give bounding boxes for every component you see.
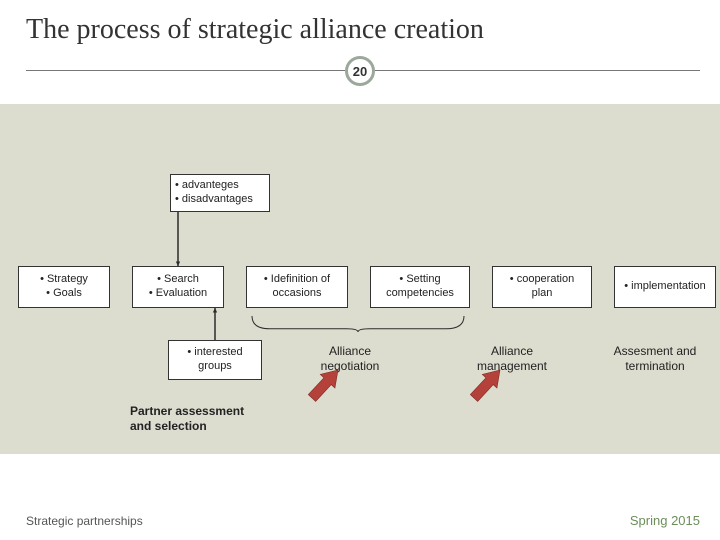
box-search-eval: • Search • Evaluation [132,266,224,308]
box-line: • Search [157,273,199,287]
box-cooperation-plan: • cooperation plan [492,266,592,308]
box-definition-occasions: • Idefinition of occasions [246,266,348,308]
box-line: groups [198,360,232,374]
plain-line: Assesment and [614,344,697,358]
box-interested-groups: • interested groups [168,340,262,380]
label-assessment-termination: Assesment and termination [600,344,710,374]
box-line: • cooperation [510,273,574,287]
page-number-badge: 20 [345,56,375,86]
box-line: • advanteges [175,179,265,193]
label-partner-assessment: Partner assessment and selection [130,404,280,434]
label-alliance-negotiation: Alliance negotiation [300,344,400,374]
box-strategy-goals: • Strategy • Goals [18,266,110,308]
box-line: plan [532,287,553,301]
box-implementation: • implementation [614,266,716,308]
footer-left: Strategic partnerships [26,514,143,528]
box-line: • Idefinition of [264,273,330,287]
title-rule-wrap: 20 [0,52,720,92]
plain-line: negotiation [321,359,380,373]
box-line: • Setting [399,273,440,287]
label-alliance-management: Alliance management [462,344,562,374]
box-line: • implementation [624,280,706,294]
plain-line: Partner assessment [130,404,244,418]
box-line: • Goals [46,287,82,301]
slide: The process of strategic alliance creati… [0,0,720,540]
plain-line: Alliance [329,344,371,358]
box-line: • Evaluation [149,287,207,301]
box-line: competencies [386,287,454,301]
plain-line: Alliance [491,344,533,358]
plain-line: termination [625,359,684,373]
plain-line: and selection [130,419,207,433]
page-title: The process of strategic alliance creati… [0,0,720,52]
box-setting-competencies: • Setting competencies [370,266,470,308]
box-line: • disadvantages [175,193,265,207]
box-line: • interested [187,346,242,360]
footer-right: Spring 2015 [630,513,700,528]
box-advantages: • advanteges • disadvantages [170,174,270,212]
plain-line: management [477,359,547,373]
box-line: occasions [273,287,322,301]
box-line: • Strategy [40,273,88,287]
